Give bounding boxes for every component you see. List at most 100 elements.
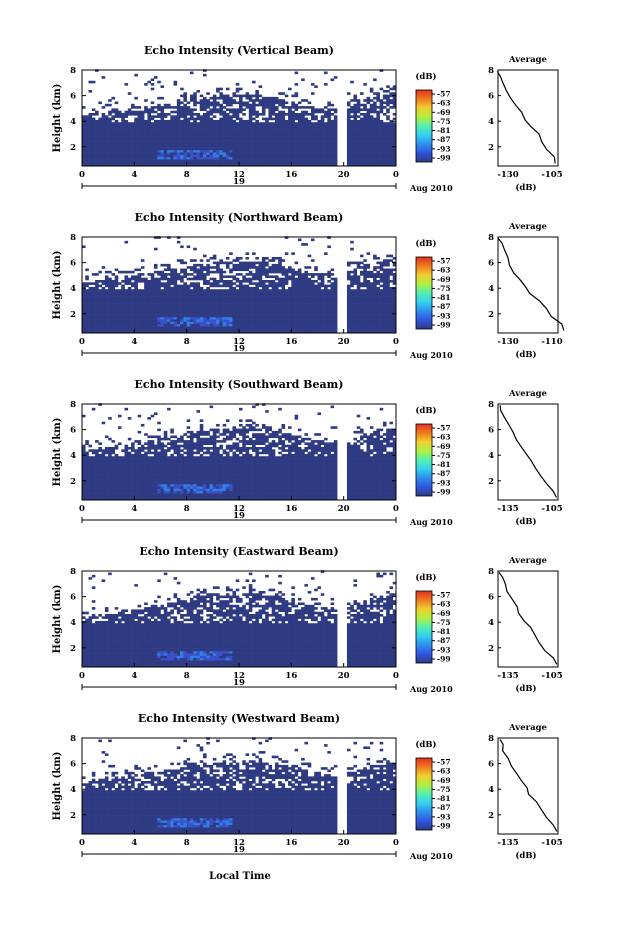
heatmap-cell [225,303,230,306]
heatmap-cell [294,113,299,116]
heatmap-cell [95,145,99,148]
heatmap-cell [229,307,233,311]
heatmap-cell [350,99,354,102]
heatmap-cell [265,275,269,278]
heatmap-cell [333,323,338,327]
heatmap-cell [304,145,308,148]
heatmap-cell [360,129,364,132]
heatmap-cell [111,309,116,313]
heatmap-cell [301,319,305,322]
heatmap-cell [360,142,364,146]
heatmap-cell [294,142,299,146]
heatmap-cell [333,330,338,334]
heatmap-cell [127,92,132,95]
heatmap-cell [157,113,161,116]
heatmap-cell [216,312,220,315]
heatmap-cell [284,159,289,162]
heatmap-cell [314,124,318,128]
heatmap-cell [271,312,276,315]
heatmap-cell [271,309,276,313]
heatmap-cell [376,314,380,318]
heatmap-cell [170,159,174,162]
heatmap-cell [114,149,119,153]
heatmap-cell [268,99,273,102]
heatmap-cell [360,147,364,151]
heatmap-cell [317,303,322,306]
heatmap-cell [144,106,148,109]
heatmap-cell [85,117,89,121]
heatmap-cell [274,142,279,146]
heatmap-cell [261,296,266,299]
heatmap-cell [219,321,223,325]
heatmap-cell [265,129,269,132]
heatmap-cell [232,133,237,137]
heatmap-cell [310,314,315,318]
heatmap-cell [173,321,178,325]
heatmap-cell [261,291,266,295]
heatmap-cell [386,289,390,292]
heatmap-cell [147,309,151,313]
heatmap-cell [258,152,263,155]
heatmap-cell [278,330,282,334]
heatmap-cell [225,145,230,148]
heatmap-cell [173,298,178,302]
heatmap-cell [242,149,246,153]
heatmap-cell [265,293,269,297]
heatmap-cell [317,309,322,313]
heatmap-cell [376,152,380,155]
heatmap-cell [239,110,243,114]
heatmap-cell [173,83,178,86]
heatmap-cell [134,277,138,281]
heatmap-cell [376,159,380,162]
heatmap-cell [252,309,256,313]
heatmap-cell [91,124,96,128]
heatmap-cell [170,270,174,274]
heatmap-cell [274,321,279,325]
heatmap-cell [330,307,335,311]
heatmap-cell [330,78,335,82]
heatmap-cell [222,323,227,327]
heatmap-cell [104,142,109,146]
heatmap-cell [291,307,295,311]
heatmap-cell [258,275,263,278]
heatmap-cell [163,140,168,144]
heatmap-cell [252,133,256,137]
heatmap-cell [294,326,299,329]
heatmap-cell [160,138,165,141]
colorbar-tick-label: -93 [437,144,451,153]
heatmap-cell [91,282,96,285]
heatmap-cell [160,282,165,285]
heatmap-cell [274,147,279,151]
heatmap-cell [212,270,217,274]
heatmap-cell [222,312,227,315]
heatmap-cell [167,314,171,318]
heatmap-cell [379,147,384,151]
heatmap-cell [229,163,233,167]
heatmap-cell [363,289,367,292]
heatmap-cell [173,149,178,153]
heatmap-cell [222,293,227,297]
heatmap-cell [271,133,276,137]
heatmap-cell [147,161,151,164]
heatmap-cell [193,319,197,322]
heatmap-cell [219,277,223,281]
heatmap-cell [278,303,282,306]
heatmap-cell [297,149,302,153]
heatmap-cell [350,298,354,302]
heatmap-cell [117,122,122,125]
heatmap-cell [193,270,197,274]
heatmap-cell [153,282,158,285]
heatmap-cell [170,147,174,151]
heatmap-cell [248,270,253,274]
heatmap-cell [297,133,302,137]
heatmap-cell [258,293,263,297]
heatmap-cell [124,159,129,162]
heatmap-cell [88,147,93,151]
heatmap-cell [356,161,361,164]
heatmap-cell [252,142,256,146]
heatmap-cell [209,323,214,327]
heatmap-cell [229,293,233,297]
heatmap-cell [114,326,119,329]
heatmap-cell [327,314,331,318]
heatmap-cell [85,163,89,167]
